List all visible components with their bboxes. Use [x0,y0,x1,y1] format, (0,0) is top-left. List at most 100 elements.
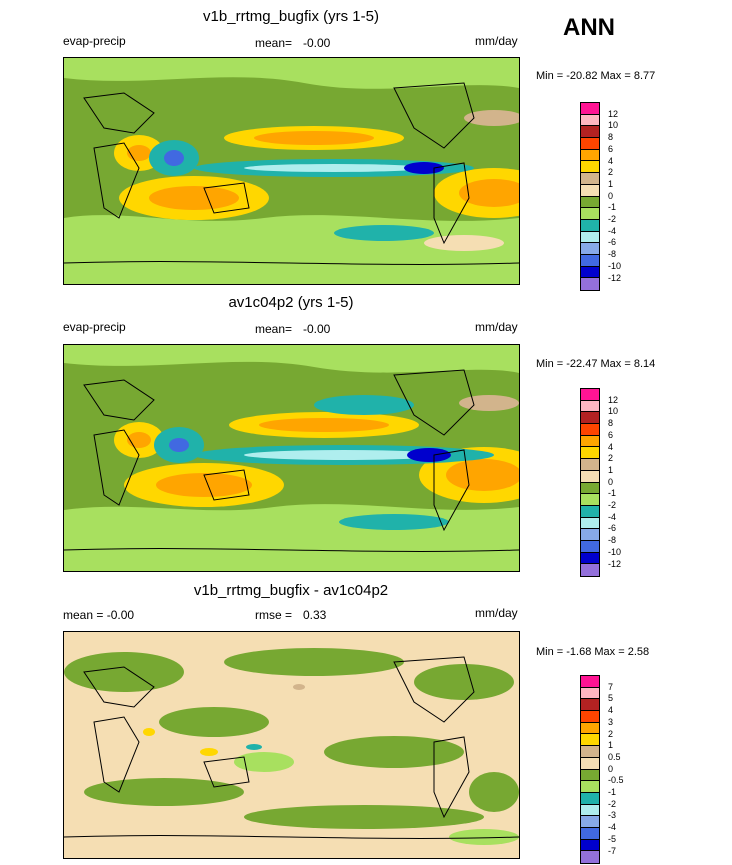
colorbar-swatch [581,540,599,553]
colorbar-swatch [581,412,599,425]
colorbar-tick-label: 3 [608,716,614,727]
colorbar-tick-label: -4 [608,822,617,833]
colorbar-swatch [581,231,599,244]
colorbar-swatch [581,161,599,174]
colorbar-tick-label: 1 [608,178,614,189]
colorbar-swatch [581,459,599,471]
colorbar-swatch [581,219,599,232]
panel3-minmax: Min = -1.68 Max = 2.58 [536,646,650,658]
colorbar-tick-label: 1 [608,740,614,751]
colorbar-tick-label: 0 [608,476,614,487]
colorbar-tick-label: -1 [608,202,617,213]
colorbar-tick-label: -6 [608,523,617,534]
colorbar-swatch [581,529,599,541]
colorbar-tick-label: 6 [608,143,614,154]
colorbar-swatch [581,494,599,506]
panel3-title: v1b_rrtmg_bugfix - av1c04p2 [193,582,389,599]
colorbar-swatch [581,699,599,712]
colorbar-tick-label: 4 [608,155,614,166]
colorbar-tick-label: -2 [608,798,617,809]
colorbar-swatch [581,184,599,197]
colorbar-swatch [581,173,599,185]
colorbar-tick-label: 10 [608,120,619,131]
panel3-rmse-value: 0.33 [303,608,327,622]
colorbar-swatch [581,564,599,576]
colorbar-tick-label: -8 [608,535,617,546]
panel2-units: mm/day [475,320,518,334]
panel3-rmse-label: rmse = [255,608,293,622]
colorbar-tick-label: -3 [608,810,617,821]
colorbar-swatch [581,208,599,220]
colorbar-tick-label: 2 [608,453,614,464]
colorbar-swatch [581,816,599,828]
panel2-variable: evap-precip [63,320,126,334]
colorbar-swatch [581,400,599,413]
colorbar-tick-label: -8 [608,249,617,260]
colorbar-tick-label: 0 [608,763,614,774]
colorbar-swatch [581,839,599,852]
colorbar-swatch [581,470,599,483]
colorbar-swatch [581,827,599,840]
panel3-map [63,631,520,859]
colorbar-tick-label: 12 [608,108,619,119]
colorbar-swatch [581,687,599,700]
colorbar-tick-label: -7 [608,845,617,856]
colorbar-swatch [581,505,599,518]
colorbar-tick-label: -10 [608,260,622,271]
panel3-mean: mean = -0.00 [63,608,135,622]
colorbar-tick-label: 5 [608,693,614,704]
colorbar-swatch [581,435,599,448]
colorbar-swatch [581,482,599,495]
colorbar-tick-label: 1 [608,464,614,475]
colorbar-tick-label: -0.5 [608,775,624,786]
colorbar-swatch [581,103,599,115]
colorbar-swatch [581,389,599,401]
colorbar-swatch [581,424,599,436]
colorbar-swatch [581,138,599,150]
colorbar-tick-label: 7 [608,681,614,692]
colorbar-tick-label: -1 [608,488,617,499]
colorbar-swatch [581,746,599,758]
colorbar-tick-label: 4 [608,705,614,716]
colorbar-swatch [581,722,599,735]
panel2-title: av1c04p2 (yrs 1-5) [228,294,354,311]
colorbar-tick-label: -4 [608,511,617,522]
colorbar-tick-label: -6 [608,237,617,248]
colorbar-swatch [581,769,599,782]
colorbar-tick-label: 12 [608,394,619,405]
panel2-minmax: Min = -22.47 Max = 8.14 [536,358,656,370]
colorbar-tick-label: 0.5 [608,751,621,762]
panel1-variable: evap-precip [63,34,126,48]
panel1-colorbar [580,102,600,291]
panel1-mean-label: mean= [255,36,293,50]
colorbar-swatch [581,757,599,770]
colorbar-tick-label: 4 [608,441,614,452]
colorbar-swatch [581,254,599,267]
panel3-colorbar [580,675,600,864]
panel1-units: mm/day [475,34,518,48]
panel2-mean-value: -0.00 [303,322,331,336]
colorbar-tick-label: 10 [608,406,619,417]
panel2-colorbar [580,388,600,577]
panel1-minmax: Min = -20.82 Max = 8.77 [536,70,656,82]
colorbar-tick-label: 0 [608,190,614,201]
colorbar-swatch [581,196,599,209]
colorbar-tick-label: -12 [608,558,622,569]
colorbar-tick-label: -10 [608,546,622,557]
colorbar-swatch [581,278,599,290]
colorbar-tick-label: 6 [608,429,614,440]
panel1-mean-value: -0.00 [303,36,331,50]
colorbar-swatch [581,517,599,530]
colorbar-tick-label: 2 [608,167,614,178]
colorbar-swatch [581,243,599,255]
colorbar-swatch [581,447,599,460]
colorbar-tick-label: -2 [608,214,617,224]
colorbar-swatch [581,851,599,863]
colorbar-tick-label: -12 [608,272,622,283]
colorbar-tick-label: 8 [608,132,614,143]
panel2-map [63,344,520,572]
colorbar-swatch [581,114,599,127]
colorbar-tick-label: 2 [608,728,614,739]
panel1-map [63,57,520,285]
panel1-title: v1b_rrtmg_bugfix (yrs 1-5) [203,8,379,25]
